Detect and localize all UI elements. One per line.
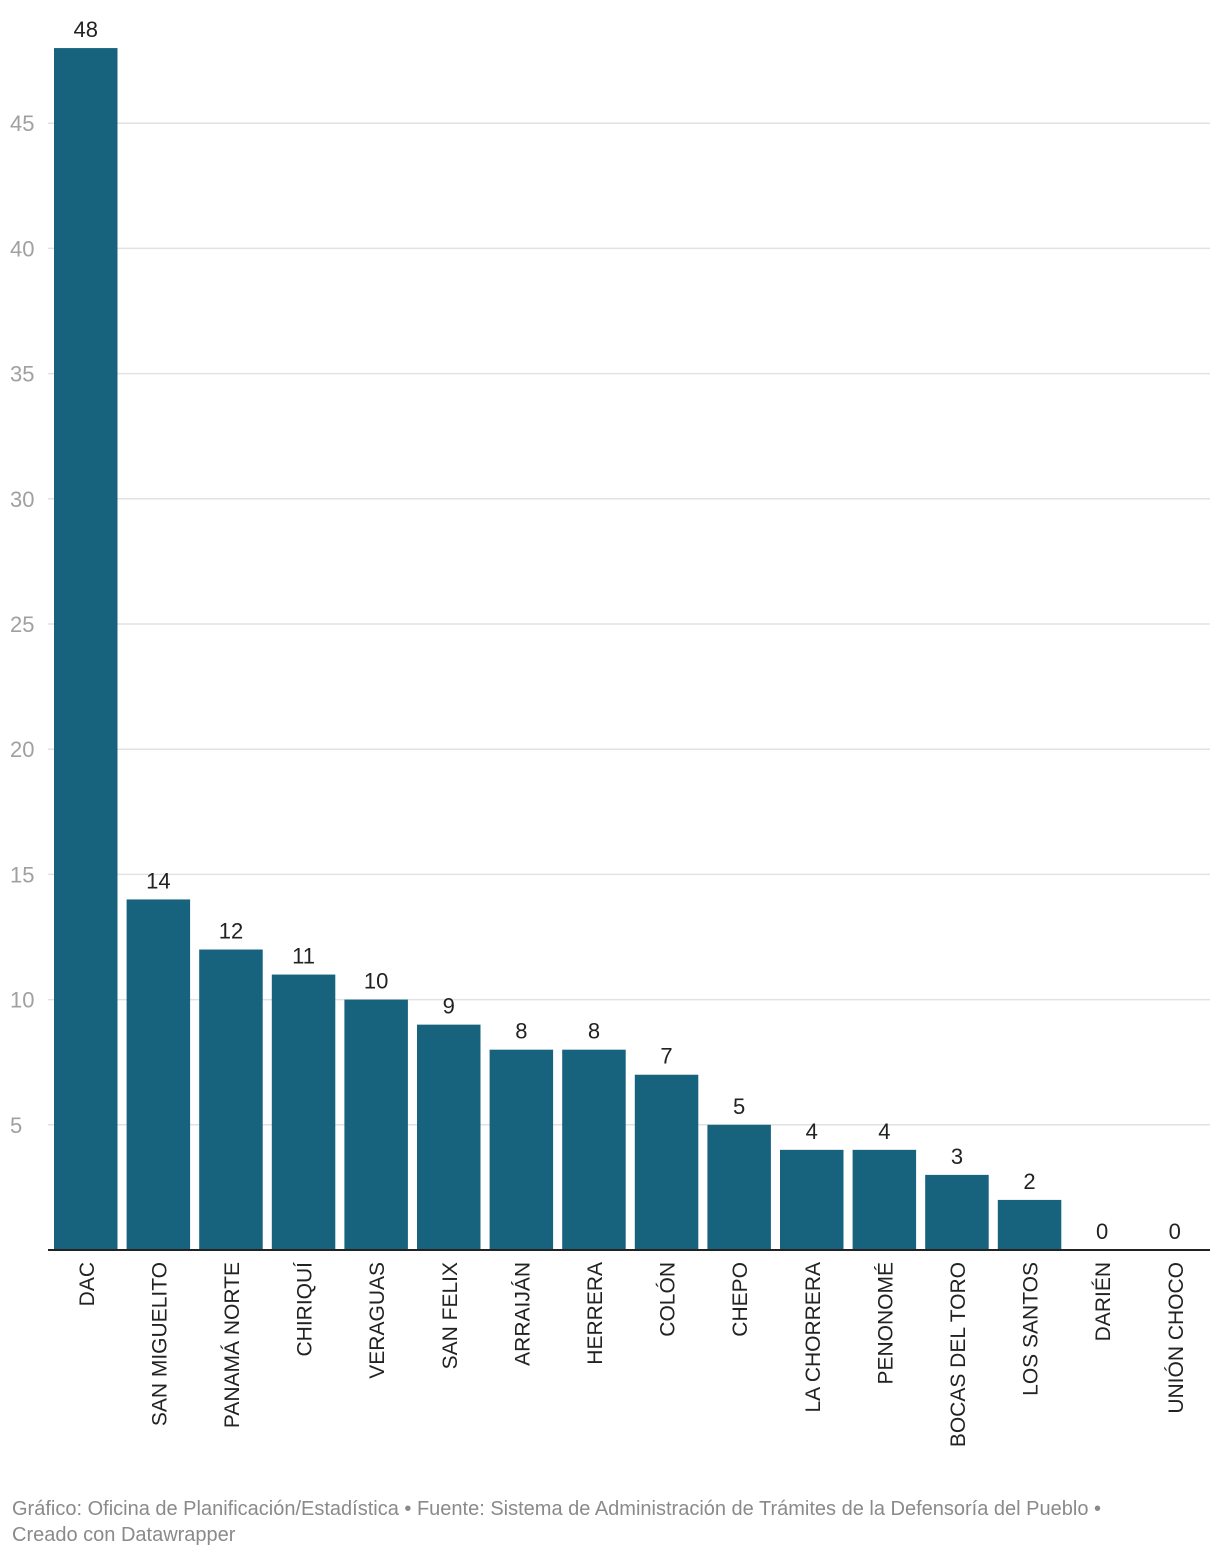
bar (199, 949, 263, 1250)
value-label: 7 (660, 1044, 672, 1069)
credit-line-2: Creado con Datawrapper (12, 1524, 236, 1546)
credit-line-1: Gráfico: Oficina de Planificación/Estadí… (12, 1498, 1101, 1520)
value-label: 3 (951, 1144, 963, 1169)
category-label: SAN FELIX (439, 1262, 462, 1369)
y-tick-label: 20 (10, 737, 34, 762)
value-label: 5 (733, 1094, 745, 1119)
y-tick-label: 30 (10, 487, 34, 512)
bar (54, 48, 118, 1251)
value-labels: 48 14 12 11 10 9 8 8 7 5 4 4 3 2 0 0 (74, 17, 1181, 1244)
value-label: 4 (878, 1119, 890, 1144)
category-label: CHEPO (729, 1262, 752, 1337)
category-label: PENONOMÉ (874, 1262, 897, 1385)
value-label: 11 (292, 944, 315, 969)
y-tick-label: 25 (10, 612, 34, 637)
x-axis-labels: DAC SAN MIGUELITO PANAMÁ NORTE CHIRIQUÍ VERA… (76, 1262, 1188, 1447)
chart-footer: Gráfico: Oficina de Planificación/Estadí… (12, 1496, 1208, 1548)
value-label: 48 (74, 17, 98, 42)
value-label: 0 (1096, 1219, 1108, 1244)
bar (925, 1174, 989, 1250)
y-tick-label: 35 (10, 362, 34, 387)
bar (707, 1124, 771, 1250)
y-tick-label: 45 (10, 111, 34, 136)
bar (489, 1049, 554, 1250)
category-label: SAN MIGUELITO (148, 1262, 171, 1426)
category-label: LA CHORRERA (802, 1262, 825, 1413)
y-tick-label: 5 (10, 1113, 22, 1138)
category-label: CHIRIQUÍ (294, 1262, 317, 1357)
bar (126, 899, 191, 1250)
value-label: 0 (1169, 1219, 1181, 1244)
y-tick-label: 15 (10, 862, 34, 887)
category-label: UNIÓN CHOCO (1165, 1262, 1188, 1414)
bar (417, 1024, 481, 1250)
value-label: 14 (146, 868, 170, 893)
category-label: DAC (76, 1262, 99, 1306)
value-label: 8 (515, 1019, 527, 1044)
category-label: ARRAIJÁN (511, 1262, 534, 1366)
bar (852, 1149, 917, 1250)
category-label: COLÓN (657, 1262, 680, 1337)
value-label: 12 (219, 919, 243, 944)
bar (634, 1074, 699, 1250)
value-label: 10 (364, 969, 388, 994)
value-label: 8 (588, 1019, 600, 1044)
bar (344, 999, 408, 1250)
category-label: DARIÉN (1092, 1262, 1115, 1341)
bar (780, 1149, 844, 1250)
value-label: 9 (443, 994, 455, 1019)
bar (562, 1049, 626, 1250)
category-label: HERRERA (584, 1262, 607, 1365)
category-label: VERAGUAS (366, 1262, 389, 1379)
bars (54, 48, 1062, 1251)
value-label: 4 (806, 1119, 818, 1144)
y-tick-label: 10 (10, 988, 34, 1013)
bar (271, 974, 336, 1250)
y-tick-label: 40 (10, 236, 34, 261)
category-label: LOS SANTOS (1020, 1262, 1043, 1396)
category-label: PANAMÁ NORTE (221, 1262, 244, 1428)
bar (997, 1199, 1062, 1250)
category-label: BOCAS DEL TORO (947, 1262, 970, 1447)
y-axis-ticks: 5 10 15 20 25 30 35 40 45 (10, 111, 34, 1138)
value-label: 2 (1023, 1169, 1035, 1194)
